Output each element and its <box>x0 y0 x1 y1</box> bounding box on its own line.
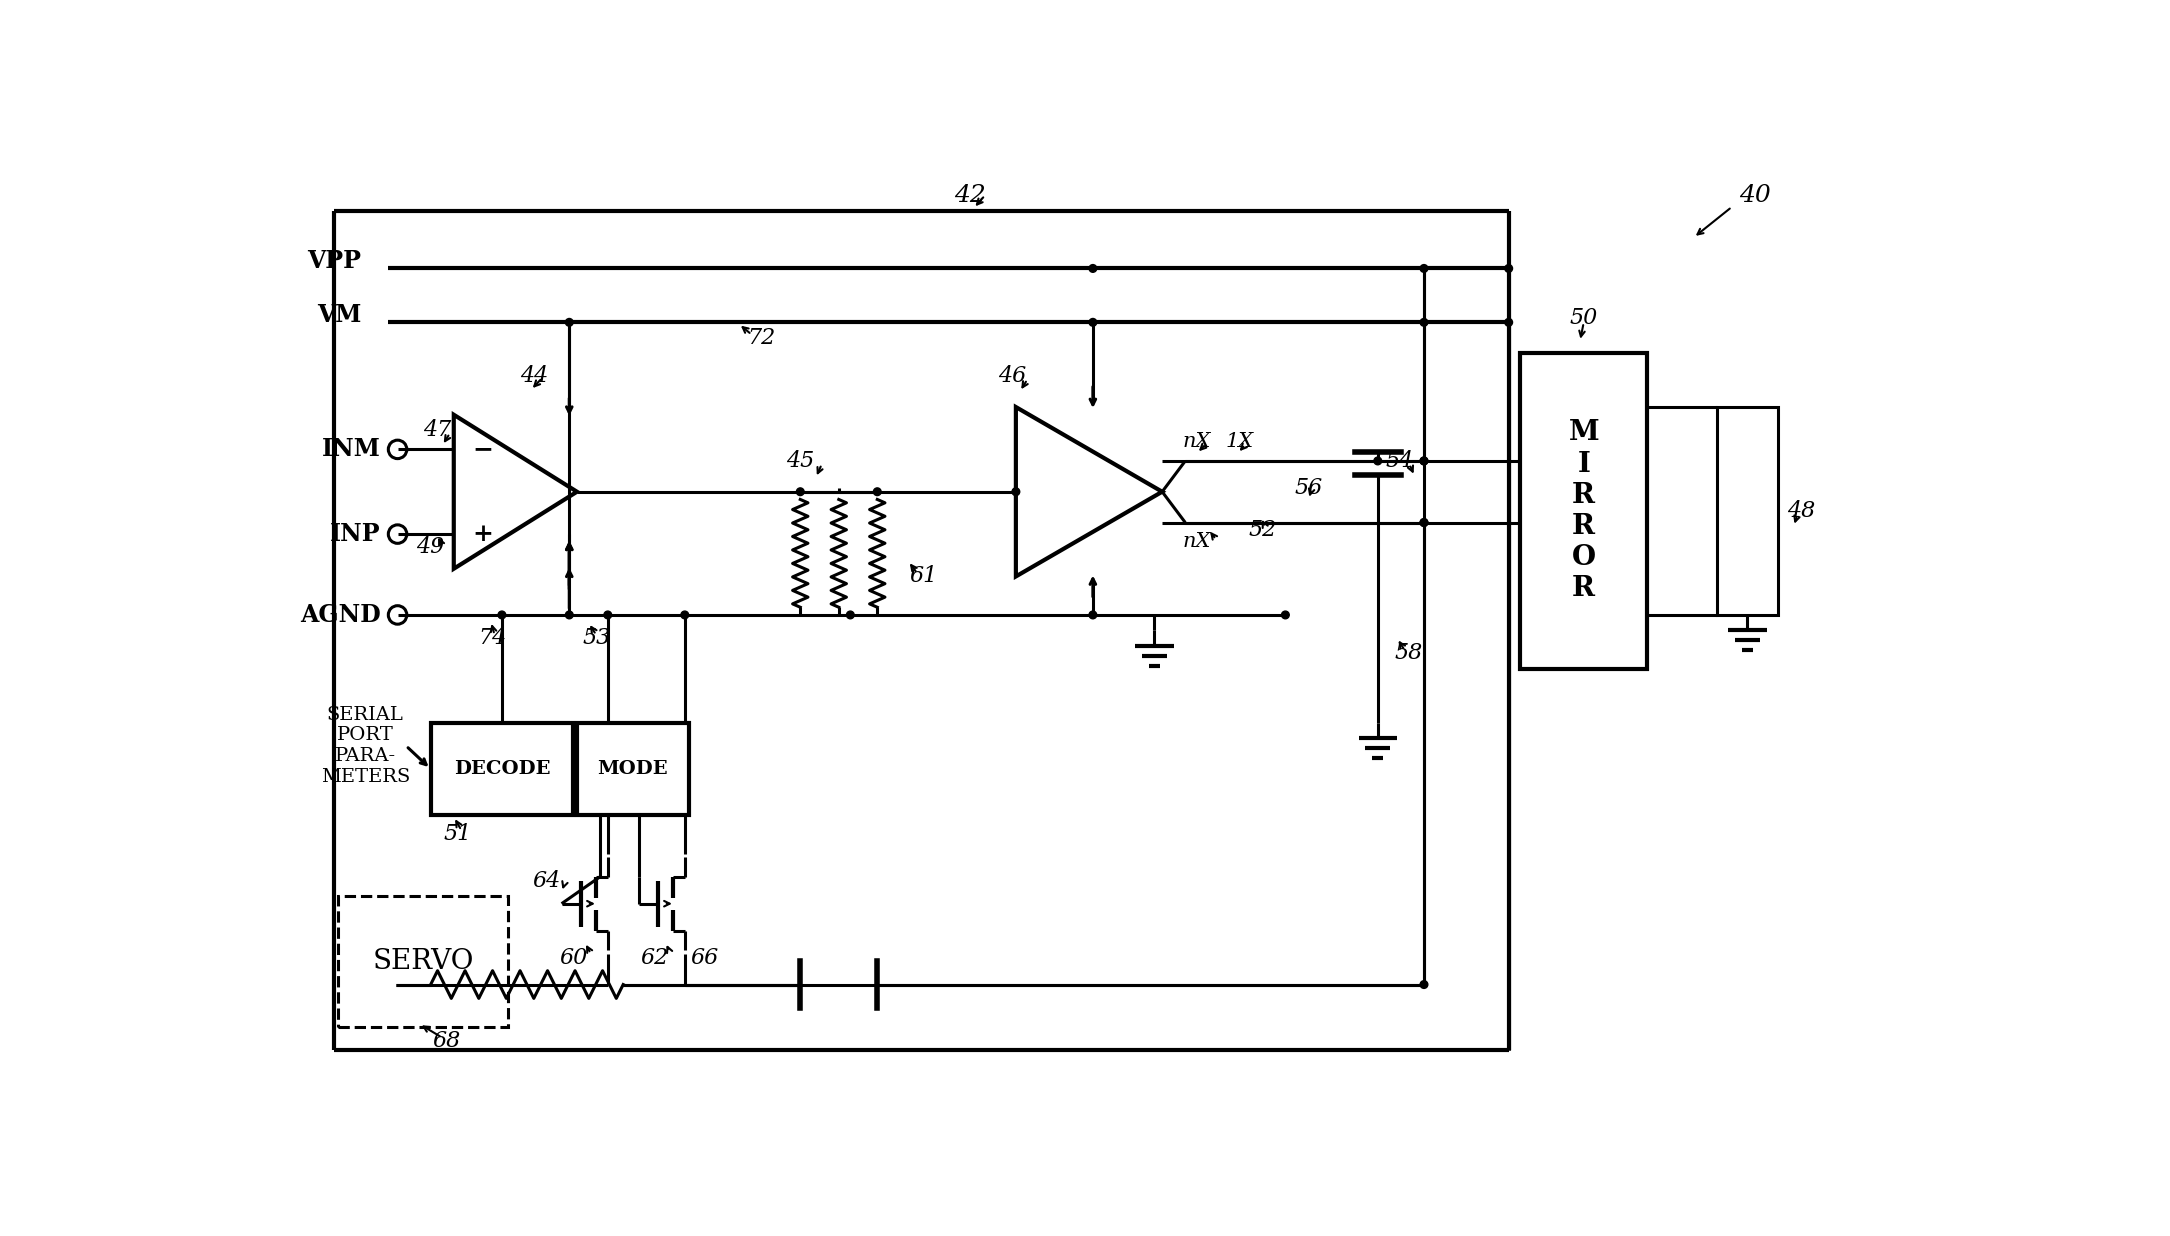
Text: 51: 51 <box>443 823 471 845</box>
Text: 50: 50 <box>1569 308 1597 330</box>
Circle shape <box>1419 457 1428 465</box>
Circle shape <box>1419 519 1428 527</box>
Circle shape <box>872 488 881 496</box>
Text: 68: 68 <box>432 1030 460 1052</box>
Text: nX: nX <box>1183 433 1211 451</box>
Circle shape <box>1089 265 1096 272</box>
Circle shape <box>1419 519 1428 527</box>
Text: 62: 62 <box>640 947 668 969</box>
Circle shape <box>1419 319 1428 326</box>
Text: 72: 72 <box>749 326 777 349</box>
Text: DECODE: DECODE <box>454 760 551 777</box>
Text: 40: 40 <box>1738 184 1771 206</box>
Text: nX: nX <box>1183 533 1211 551</box>
Text: 42: 42 <box>955 184 985 206</box>
Bar <box>577 723 688 815</box>
Circle shape <box>1011 488 1020 496</box>
Circle shape <box>1089 611 1096 619</box>
Text: 1X: 1X <box>1226 433 1254 451</box>
Circle shape <box>566 319 573 326</box>
Text: VM: VM <box>317 303 362 326</box>
Circle shape <box>1504 265 1512 272</box>
Text: INP: INP <box>330 522 380 546</box>
Circle shape <box>1504 319 1512 326</box>
Text: MODE: MODE <box>597 760 668 777</box>
Circle shape <box>1419 457 1428 465</box>
Text: 56: 56 <box>1293 477 1322 499</box>
Text: 66: 66 <box>690 947 718 969</box>
Text: INM: INM <box>321 438 380 461</box>
Text: 45: 45 <box>786 450 814 472</box>
Text: SERVO: SERVO <box>373 948 473 975</box>
Text: 74: 74 <box>477 627 506 649</box>
Circle shape <box>566 611 573 619</box>
Circle shape <box>681 611 688 619</box>
Text: 54: 54 <box>1384 450 1413 472</box>
Text: 64: 64 <box>532 870 560 891</box>
Text: SERIAL
PORT
PARA-
METERS: SERIAL PORT PARA- METERS <box>321 706 410 786</box>
Text: 53: 53 <box>582 627 610 649</box>
Circle shape <box>846 611 855 619</box>
Text: AGND: AGND <box>299 603 380 627</box>
Text: 47: 47 <box>423 419 451 441</box>
Circle shape <box>1089 319 1096 326</box>
Text: 61: 61 <box>909 565 937 587</box>
Text: 58: 58 <box>1395 643 1424 665</box>
Bar <box>1521 353 1647 669</box>
Circle shape <box>499 611 506 619</box>
Circle shape <box>1419 265 1428 272</box>
Text: 52: 52 <box>1248 519 1276 541</box>
Circle shape <box>1282 611 1289 619</box>
Text: 44: 44 <box>521 366 549 387</box>
Text: −: − <box>473 438 493 461</box>
Text: 46: 46 <box>998 366 1026 387</box>
Bar <box>1716 407 1777 616</box>
Circle shape <box>603 611 612 619</box>
Circle shape <box>796 488 805 496</box>
Circle shape <box>1419 980 1428 989</box>
Bar <box>339 896 508 1027</box>
Text: 60: 60 <box>560 947 588 969</box>
Text: M
I
R
R
O
R: M I R R O R <box>1569 419 1599 602</box>
Text: 48: 48 <box>1788 501 1816 522</box>
Text: 49: 49 <box>417 536 445 559</box>
Circle shape <box>1374 457 1382 465</box>
Text: VPP: VPP <box>308 248 362 273</box>
Bar <box>430 723 573 815</box>
Text: +: + <box>473 522 493 546</box>
